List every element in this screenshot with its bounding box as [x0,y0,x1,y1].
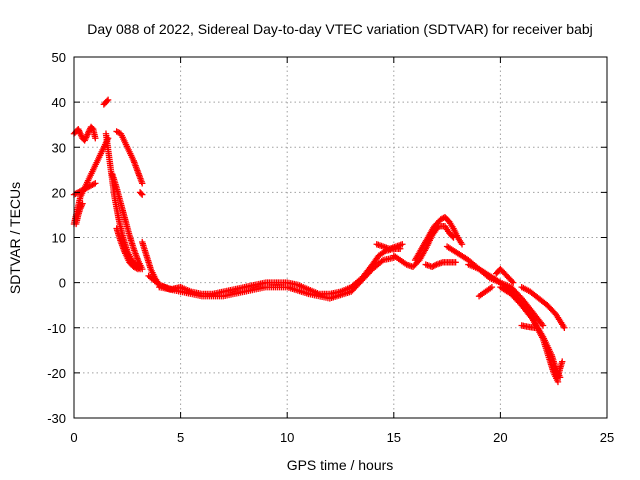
y-tick-label: 10 [52,231,66,246]
y-tick-label: -30 [47,411,66,426]
series-arc-14 [411,213,466,264]
series-arc-23 [518,322,538,331]
data-point [458,241,466,248]
data-point [539,322,547,329]
series-arc-1 [70,123,99,144]
data-point [104,96,112,104]
y-tick-label: 30 [52,140,66,155]
data-point [79,200,86,207]
series-arc-24 [554,358,566,381]
series-arc-19 [492,265,517,286]
series-arc-5 [100,96,112,108]
series-arc-21 [507,288,562,386]
data-point [449,233,456,240]
series-arc-7 [109,171,146,273]
y-axis: -30 -20 -10 0 10 20 30 40 50 [47,50,607,426]
series-arc-22 [518,283,568,331]
series-arc-4 [72,200,86,228]
data-point [452,259,459,266]
series-arc-13 [390,223,457,271]
data-point [559,358,566,365]
data-point [139,180,146,187]
y-tick-label: 20 [52,185,66,200]
series-main-trend-lower [156,254,397,302]
x-tick-label: 25 [600,430,614,445]
y-tick-label: 50 [52,50,66,65]
data-point [137,190,145,197]
series-arc-12 [373,241,406,252]
y-tick-label: 0 [59,276,66,291]
x-tick-label: 20 [493,430,507,445]
x-tick-label: 0 [70,430,77,445]
data-point [92,135,99,142]
data-point [139,191,146,198]
x-axis-label: GPS time / hours [287,457,394,473]
data-points [70,96,568,386]
data-point [561,324,568,331]
y-tick-label: -10 [47,321,66,336]
grid [74,57,607,418]
series-arc-18 [475,283,496,300]
data-point [133,265,140,272]
data-point [431,262,439,269]
x-axis: 0 5 10 15 20 25 [70,57,614,445]
series-arc-10 [136,189,146,198]
y-axis-label: SDTVAR / TECUs [7,182,23,294]
y-tick-label: 40 [52,95,66,110]
y-tick-label: -20 [47,366,66,381]
data-point [508,278,516,285]
series-arc-8 [113,128,146,187]
data-point [90,180,98,188]
data-point [488,283,496,291]
data-point [92,180,99,187]
x-tick-label: 15 [387,430,401,445]
series-arc-15 [422,259,459,271]
data-point [531,324,538,331]
data-point [399,241,406,248]
x-tick-label: 5 [177,430,184,445]
data-point [134,265,142,273]
chart-title: Day 088 of 2022, Sidereal Day-to-day VTE… [87,21,593,37]
data-point [509,279,517,286]
x-tick-label: 10 [280,430,294,445]
series-arc-9 [113,225,142,273]
data-point [103,97,111,105]
